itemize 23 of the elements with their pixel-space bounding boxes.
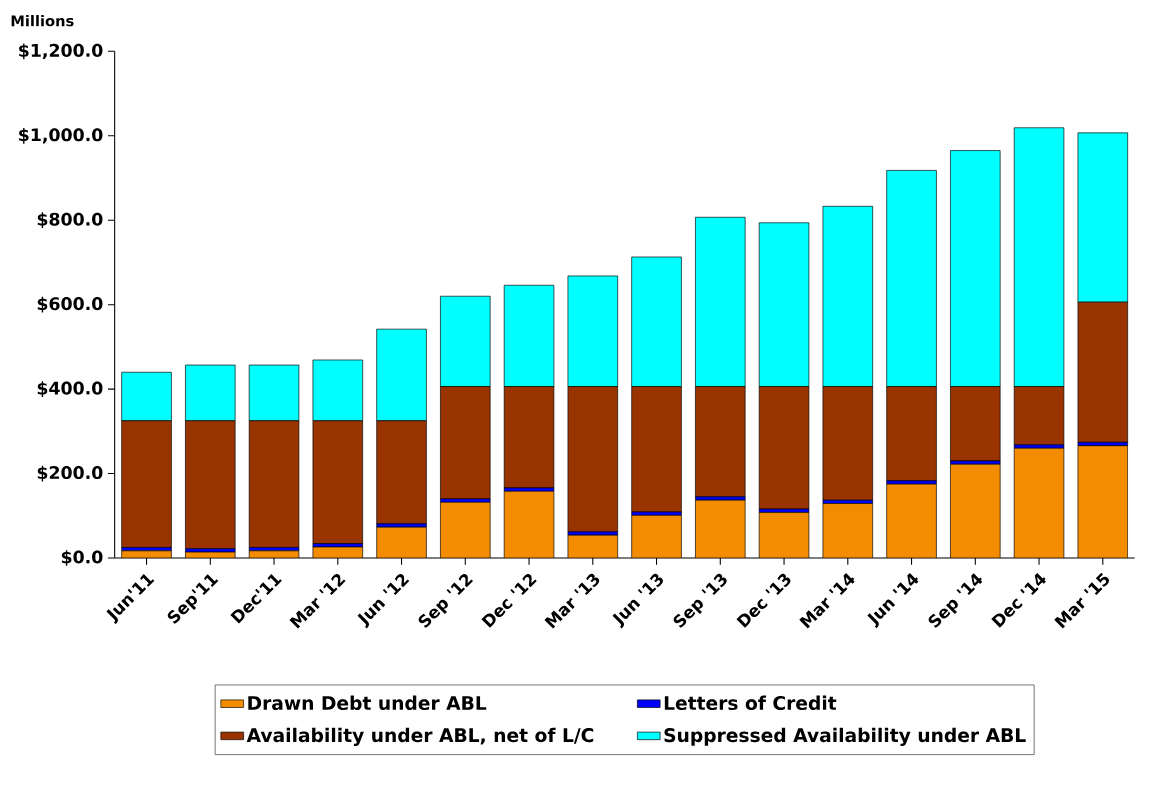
bar — [440, 501, 491, 558]
legend-label: Letters of Credit — [664, 695, 837, 711]
legend-label: Drawn Debt under ABL — [248, 695, 487, 711]
y-tick-label: $600.0 — [37, 296, 103, 313]
y-tick-label: $0.0 — [61, 550, 103, 566]
bar — [1077, 445, 1128, 558]
y-tick-label: $1,000.0 — [19, 127, 103, 144]
bar — [503, 490, 555, 558]
bar — [822, 503, 873, 558]
bar — [695, 499, 746, 558]
y-tick-label: $200.0 — [37, 465, 103, 482]
y-axis-title: Millions — [11, 15, 74, 27]
legend-label: Suppressed Availability under ABL — [664, 727, 1026, 746]
y-tick-label: $800.0 — [37, 212, 103, 229]
y-tick-label: $1,200.0 — [19, 43, 103, 60]
bar — [886, 483, 937, 558]
bar — [376, 526, 427, 558]
legend-label: Availability under ABL, net of L/C — [246, 727, 594, 746]
bar — [1013, 447, 1065, 558]
bar — [631, 515, 682, 558]
y-tick-label: $400.0 — [37, 381, 103, 397]
bar — [758, 512, 810, 558]
bar — [950, 463, 1001, 558]
